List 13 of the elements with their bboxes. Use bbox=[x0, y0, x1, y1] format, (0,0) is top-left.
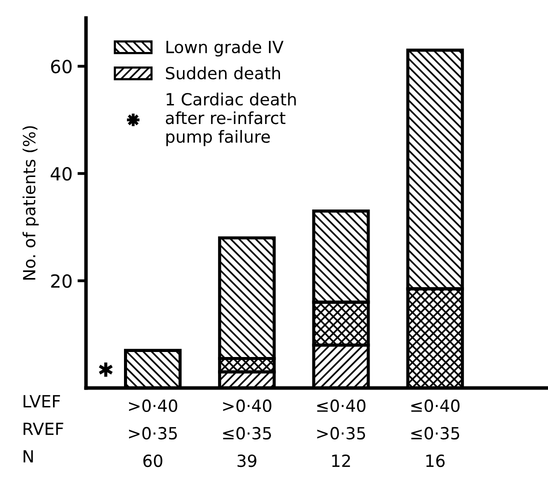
annotation: 1 Cardiac death after re-infarct pump failure bbox=[166, 92, 296, 146]
legend-label: Sudden death bbox=[166, 66, 280, 80]
x-tick-label: ≤0·40 >0·35 12 bbox=[317, 399, 366, 467]
annotation: ✱ bbox=[98, 362, 113, 377]
y-axis-title: No. of patients (%) bbox=[22, 126, 39, 280]
x-tick-label: >0·40 ≤0·35 39 bbox=[223, 399, 272, 468]
x-tick-label: >0·40 >0·35 60 bbox=[129, 399, 178, 468]
y-tick-label: 20 bbox=[51, 274, 72, 288]
text: LVEF RVEF N bbox=[24, 395, 64, 462]
y-tick-label: 40 bbox=[50, 166, 72, 181]
x-tick-label: ≤0·40 ≤0·35 16 bbox=[411, 399, 460, 468]
y-tick-label: 60 bbox=[51, 60, 72, 74]
legend-label: Lown grade IV bbox=[166, 40, 284, 57]
